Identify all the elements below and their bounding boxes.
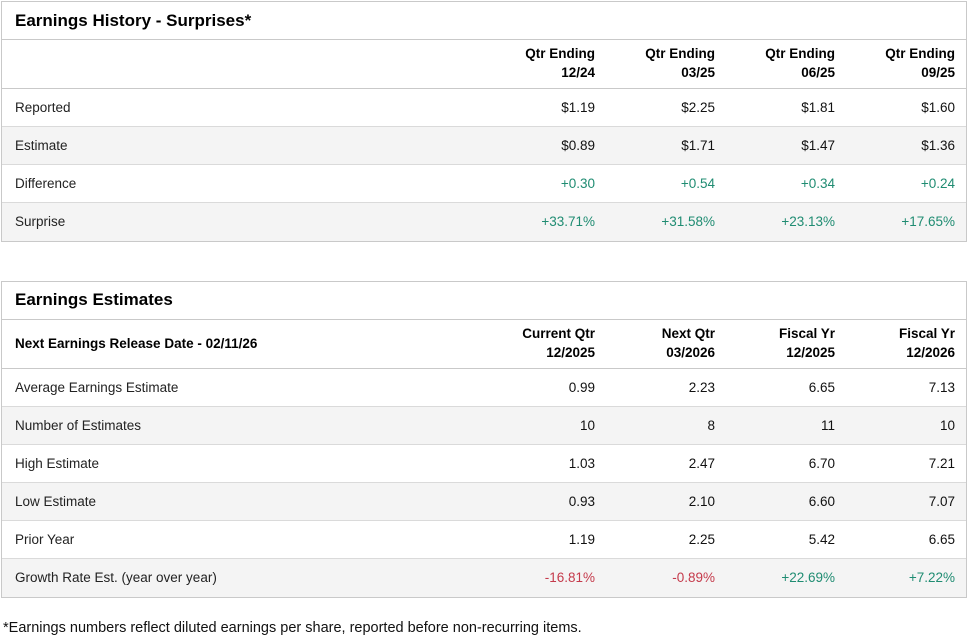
cell-value: $1.19 xyxy=(561,99,595,115)
earnings-history-title: Earnings History - Surprises* xyxy=(2,2,966,40)
cell-value: 6.60 xyxy=(808,493,835,509)
earnings-history-header-row: Qtr Ending 12/24 Qtr Ending 03/25 Qtr En… xyxy=(2,40,966,89)
cell-value: $1.71 xyxy=(681,137,715,153)
table-row-growth-rate: Growth Rate Est. (year over year) -16.81… xyxy=(2,558,966,597)
row-label: Prior Year xyxy=(15,531,75,547)
cell-value: $2.25 xyxy=(681,99,715,115)
cell-value: +0.24 xyxy=(920,175,955,191)
table-row-low-estimate: Low Estimate 0.93 2.10 6.60 7.07 xyxy=(2,482,966,521)
cell-value: -16.81% xyxy=(544,570,595,586)
cell-value: +0.54 xyxy=(680,175,715,191)
cell-value: 11 xyxy=(820,417,835,433)
cell-value: +0.30 xyxy=(560,175,595,191)
cell-value: 8 xyxy=(707,417,715,433)
column-header-qtr-0325: Qtr Ending 03/25 xyxy=(645,46,715,80)
cell-value: 5.42 xyxy=(808,531,835,547)
row-label: Low Estimate xyxy=(15,493,97,509)
earnings-history-table: Earnings History - Surprises* Qtr Ending… xyxy=(1,1,967,242)
column-header-fiscal-yr-2025: Fiscal Yr 12/2025 xyxy=(778,325,835,360)
cell-value: +33.71% xyxy=(541,214,595,230)
cell-value: 1.19 xyxy=(568,531,595,547)
cell-value: 0.99 xyxy=(568,379,595,395)
earnings-estimates-header-row: Next Earnings Release Date - 02/11/26 Cu… xyxy=(2,320,966,369)
row-label: Difference xyxy=(15,175,77,191)
cell-value: $1.81 xyxy=(801,99,835,115)
row-label: High Estimate xyxy=(15,455,100,471)
cell-value: $1.47 xyxy=(801,137,835,153)
row-label: Growth Rate Est. (year over year) xyxy=(15,570,217,586)
column-header-qtr-0925: Qtr Ending 09/25 xyxy=(885,46,955,80)
cell-value: 7.13 xyxy=(928,379,955,395)
table-row-average-estimate: Average Earnings Estimate 0.99 2.23 6.65… xyxy=(2,368,966,407)
row-label: Surprise xyxy=(15,214,66,230)
table-row-reported: Reported $1.19 $2.25 $1.81 $1.60 xyxy=(2,88,966,127)
table-row-prior-year: Prior Year 1.19 2.25 5.42 6.65 xyxy=(2,520,966,559)
column-header-qtr-0625: Qtr Ending 06/25 xyxy=(765,46,835,80)
cell-value: +22.69% xyxy=(781,570,835,586)
cell-value: $1.60 xyxy=(921,99,955,115)
row-label: Number of Estimates xyxy=(15,417,142,433)
earnings-history-body: Reported $1.19 $2.25 $1.81 $1.60 Estimat… xyxy=(2,88,966,241)
cell-value: +7.22% xyxy=(908,570,955,586)
table-row-surprise: Surprise +33.71% +31.58% +23.13% +17.65% xyxy=(2,202,966,241)
cell-value: 10 xyxy=(939,417,955,433)
table-row-high-estimate: High Estimate 1.03 2.47 6.70 7.21 xyxy=(2,444,966,483)
cell-value: 6.70 xyxy=(808,455,835,471)
column-header-next-qtr: Next Qtr 03/2026 xyxy=(661,325,715,360)
cell-value: 2.10 xyxy=(688,493,715,509)
cell-value: +23.13% xyxy=(781,214,835,230)
cell-value: 2.23 xyxy=(688,379,715,395)
column-header-qtr-1224: Qtr Ending 12/24 xyxy=(525,46,595,80)
cell-value: 2.47 xyxy=(688,455,715,471)
table-row-number-of-estimates: Number of Estimates 10 8 11 10 xyxy=(2,406,966,445)
cell-value: -0.89% xyxy=(672,570,715,586)
row-label: Average Earnings Estimate xyxy=(15,379,179,395)
cell-value: +31.58% xyxy=(661,214,715,230)
column-header-fiscal-yr-2026: Fiscal Yr 12/2026 xyxy=(898,325,955,360)
cell-value: 2.25 xyxy=(688,531,715,547)
cell-value: 6.65 xyxy=(808,379,835,395)
cell-value: 7.21 xyxy=(928,455,955,471)
column-header-current-qtr: Current Qtr 12/2025 xyxy=(522,325,595,360)
earnings-footnote: *Earnings numbers reflect diluted earnin… xyxy=(3,619,582,636)
row-label: Estimate xyxy=(15,137,68,153)
cell-value: $1.36 xyxy=(921,137,955,153)
earnings-estimates-table: Earnings Estimates Next Earnings Release… xyxy=(1,280,967,598)
cell-value: 10 xyxy=(579,417,595,433)
table-row-estimate: Estimate $0.89 $1.71 $1.47 $1.36 xyxy=(2,126,966,165)
earnings-estimates-body: Average Earnings Estimate 0.99 2.23 6.65… xyxy=(2,368,966,597)
next-earnings-release-date: Next Earnings Release Date - 02/11/26 xyxy=(15,336,258,352)
table-spacer xyxy=(1,242,975,281)
table-row-difference: Difference +0.30 +0.54 +0.34 +0.24 xyxy=(2,164,966,203)
row-label: Reported xyxy=(15,99,71,115)
cell-value: +17.65% xyxy=(901,214,955,230)
cell-value: $0.89 xyxy=(561,137,595,153)
cell-value: 1.03 xyxy=(568,455,595,471)
cell-value: +0.34 xyxy=(800,175,835,191)
cell-value: 0.93 xyxy=(568,493,595,509)
cell-value: 7.07 xyxy=(928,493,955,509)
earnings-estimates-title: Earnings Estimates xyxy=(2,282,966,320)
cell-value: 6.65 xyxy=(928,531,955,547)
